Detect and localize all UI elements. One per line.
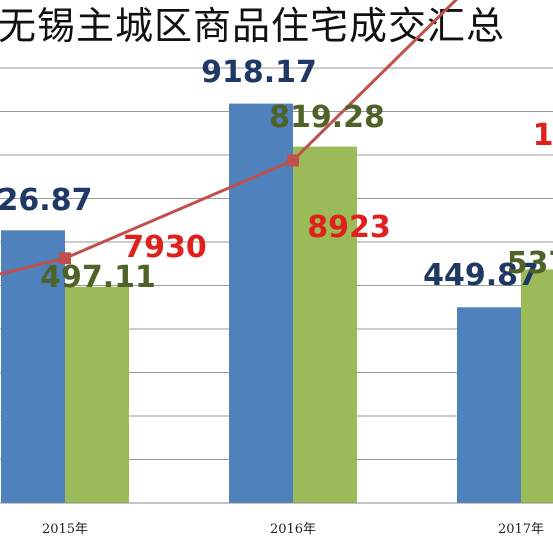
line-series	[0, 0, 459, 276]
x-tick-label: 2017年	[498, 522, 544, 537]
line-value-label: 7930	[123, 230, 207, 265]
bar-1-2016年	[229, 103, 293, 504]
line-marker-2016年	[287, 154, 299, 167]
bar-1-value-label: 918.17	[201, 55, 317, 90]
bar-2-value-label: 537	[507, 246, 553, 281]
line-value-label: 8923	[307, 210, 391, 245]
bar-1-value-label: 26.87	[0, 183, 92, 218]
bar-1-value-label: 449.87	[423, 258, 539, 293]
bar-1-2015年	[1, 230, 65, 503]
chart-title: 无锡主城区商品住宅成交汇总	[0, 4, 506, 48]
bar-2-2016年	[293, 146, 357, 503]
x-tick-label: 2016年	[270, 522, 316, 537]
bar-1-2017年	[457, 307, 521, 503]
bar-2-2015年	[65, 286, 129, 503]
bar-2-2017年	[521, 269, 553, 503]
bar-2-value-label: 819.28	[269, 100, 385, 135]
x-tick-label: 2015年	[42, 522, 88, 537]
line-marker-2015年	[59, 252, 71, 265]
bar-2-value-label: 497.11	[40, 260, 156, 295]
line-value-label: 1	[533, 118, 553, 153]
